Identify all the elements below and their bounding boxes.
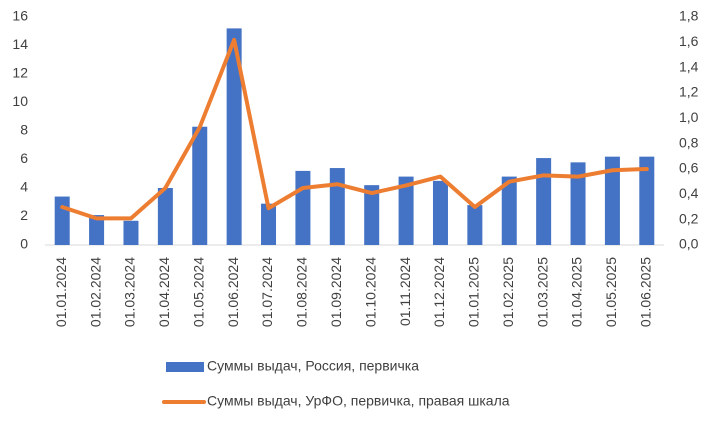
x-tick-label: 01.06.2025 <box>638 257 654 327</box>
bar <box>432 180 448 245</box>
x-tick-label: 01.11.2024 <box>397 257 413 326</box>
bar <box>157 188 173 245</box>
y-tick-label: 14 <box>12 36 28 52</box>
x-tick-label: 01.03.2025 <box>534 257 550 327</box>
y-tick-label: 8 <box>20 122 28 138</box>
bar <box>604 156 620 245</box>
x-tick-label: 01.03.2024 <box>122 257 138 327</box>
y-tick-label: 2 <box>20 207 28 223</box>
y2-tick-label: 0,8 <box>679 134 699 150</box>
x-tick-label: 01.05.2024 <box>190 257 206 327</box>
bar <box>329 168 345 245</box>
bar <box>192 126 208 245</box>
y-tick-label: 16 <box>12 8 28 24</box>
x-tick-label: 01.09.2024 <box>328 257 344 327</box>
x-tick-label: 01.02.2024 <box>87 257 103 327</box>
y2-tick-label: 0,0 <box>679 236 699 252</box>
x-tick-label: 01.10.2024 <box>362 257 378 327</box>
x-tick-label: 01.04.2025 <box>569 257 585 327</box>
bar <box>536 158 552 245</box>
y2-tick-label: 1,4 <box>679 58 699 74</box>
x-tick-label: 01.06.2024 <box>225 257 241 327</box>
bar <box>501 176 517 245</box>
legend-label: Суммы выдач, УрФО, первичка, правая шкал… <box>207 393 510 409</box>
y-tick-label: 12 <box>12 65 28 81</box>
legend-label: Суммы выдач, Россия, первичка <box>207 358 419 374</box>
bar <box>123 220 139 245</box>
bar <box>398 176 414 245</box>
bar <box>226 28 242 246</box>
y2-tick-label: 1,6 <box>679 33 699 49</box>
x-tick-label: 01.12.2024 <box>431 257 447 327</box>
x-tick-label: 01.01.2025 <box>466 257 482 327</box>
y2-tick-label: 0,4 <box>679 185 699 201</box>
bar <box>261 203 277 245</box>
y2-tick-label: 1,0 <box>679 109 699 125</box>
y2-tick-label: 0,6 <box>679 160 699 176</box>
bar <box>639 156 655 245</box>
y-tick-label: 6 <box>20 150 28 166</box>
x-tick-label: 01.07.2024 <box>259 257 275 327</box>
x-tick-label: 01.05.2025 <box>603 257 619 327</box>
x-tick-label: 01.08.2024 <box>294 257 310 327</box>
y-tick-label: 0 <box>20 236 28 252</box>
bar <box>295 170 311 245</box>
y2-tick-label: 1,8 <box>679 8 699 24</box>
y-tick-label: 4 <box>20 179 28 195</box>
y2-tick-label: 1,2 <box>679 84 699 100</box>
x-tick-label: 01.02.2025 <box>500 257 516 327</box>
line <box>60 37 649 221</box>
bar <box>570 162 586 245</box>
x-tick-label: 01.01.2024 <box>53 257 69 327</box>
bar <box>54 196 70 245</box>
legend-swatch <box>166 362 204 372</box>
bar <box>467 205 483 245</box>
x-tick-label: 01.04.2024 <box>156 257 172 327</box>
y-tick-label: 10 <box>12 93 28 109</box>
y2-tick-label: 0,2 <box>679 210 699 226</box>
bar <box>364 185 380 245</box>
bar <box>89 215 105 245</box>
